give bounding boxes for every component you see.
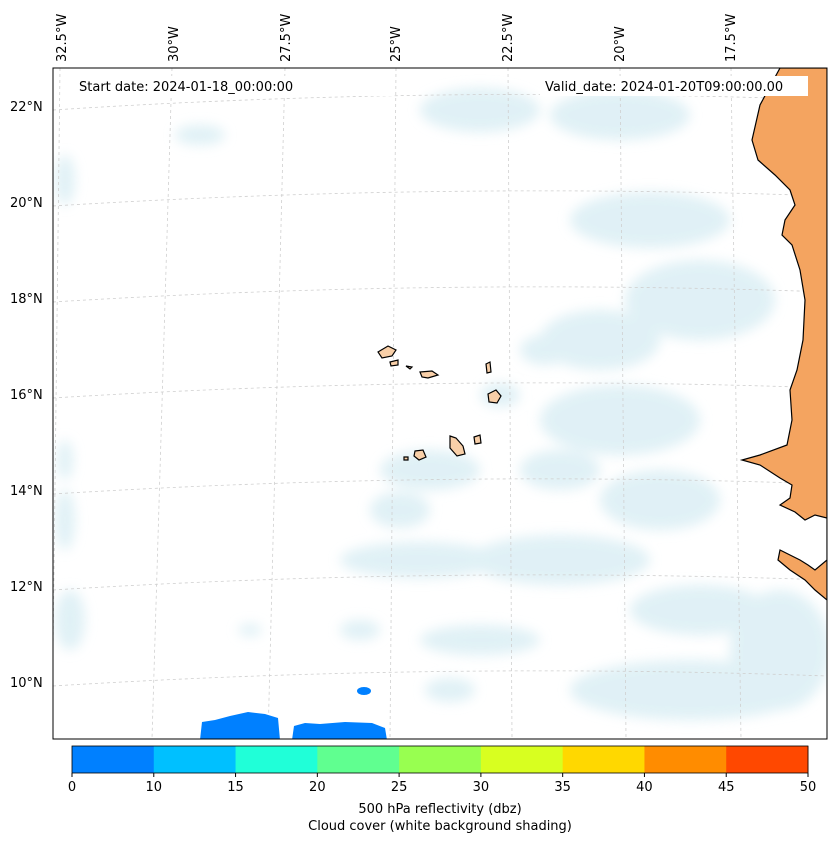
start-date-box — [74, 76, 394, 96]
lat-label: 12°N — [10, 580, 43, 595]
lon-label: 22.5°W — [501, 14, 516, 62]
colorbar-tick-label: 40 — [636, 780, 653, 795]
colorbar-segment — [480, 746, 564, 773]
colorbar-label-line2: Cloud cover (white background shading) — [308, 819, 572, 834]
lon-label: 17.5°W — [724, 14, 739, 62]
colorbar-segment — [235, 746, 318, 773]
colorbar-tick-label: 50 — [800, 780, 817, 795]
colorbar-tick-label: 10 — [146, 780, 163, 795]
lat-label: 14°N — [10, 484, 43, 499]
lat-label: 22°N — [10, 100, 43, 115]
africa-landmass — [739, 68, 827, 601]
reflectivity-blobs — [200, 687, 387, 739]
lat-label: 16°N — [10, 388, 43, 403]
colorbar-tick-label: 25 — [391, 780, 408, 795]
valid-date-box — [540, 76, 808, 96]
lat-label: 18°N — [10, 292, 43, 307]
colorbar-border — [71, 745, 809, 774]
cloud-cover-shading — [55, 88, 827, 720]
longitude-labels: 32.5°W 30°W 27.5°W 25°W 22.5°W 20°W 17.5… — [55, 14, 739, 62]
colorbar-segment — [399, 746, 482, 773]
lon-label: 25°W — [389, 26, 404, 62]
lat-label: 20°N — [10, 196, 43, 211]
latitude-labels: 22°N 20°N 18°N 16°N 14°N 12°N 10°N — [10, 100, 43, 691]
colorbar-segment — [317, 746, 400, 773]
valid-date-label: Valid_date: 2024-01-20T09:00:00.00 — [545, 80, 783, 95]
colorbar-tick-label: 20 — [309, 780, 326, 795]
colorbar-segment — [72, 746, 155, 773]
colorbar-segment — [644, 746, 727, 773]
lon-label: 27.5°W — [279, 14, 294, 62]
colorbar-tick-label: 0 — [68, 780, 76, 795]
start-date-label: Start date: 2024-01-18_00:00:00 — [79, 80, 293, 95]
colorbar-tick-label: 35 — [554, 780, 571, 795]
colorbar-segment — [562, 746, 645, 773]
colorbar-segment — [726, 746, 809, 773]
colorbar-tick-label: 15 — [227, 780, 244, 795]
map-border — [52, 67, 828, 740]
colorbar-segment — [153, 746, 237, 773]
graticule — [53, 68, 827, 739]
colorbar-label-line1: 500 hPa reflectivity (dbz) — [358, 802, 521, 817]
lat-label: 10°N — [10, 676, 43, 691]
colorbar: 0 10 15 20 25 30 35 40 45 50 — [68, 745, 817, 795]
lon-label: 20°W — [613, 26, 628, 62]
lon-label: 32.5°W — [55, 14, 70, 62]
colorbar-tick-label: 30 — [473, 780, 490, 795]
cape-verde-islands — [377, 345, 502, 461]
colorbar-tick-label: 45 — [718, 780, 735, 795]
lon-label: 30°W — [167, 26, 182, 62]
